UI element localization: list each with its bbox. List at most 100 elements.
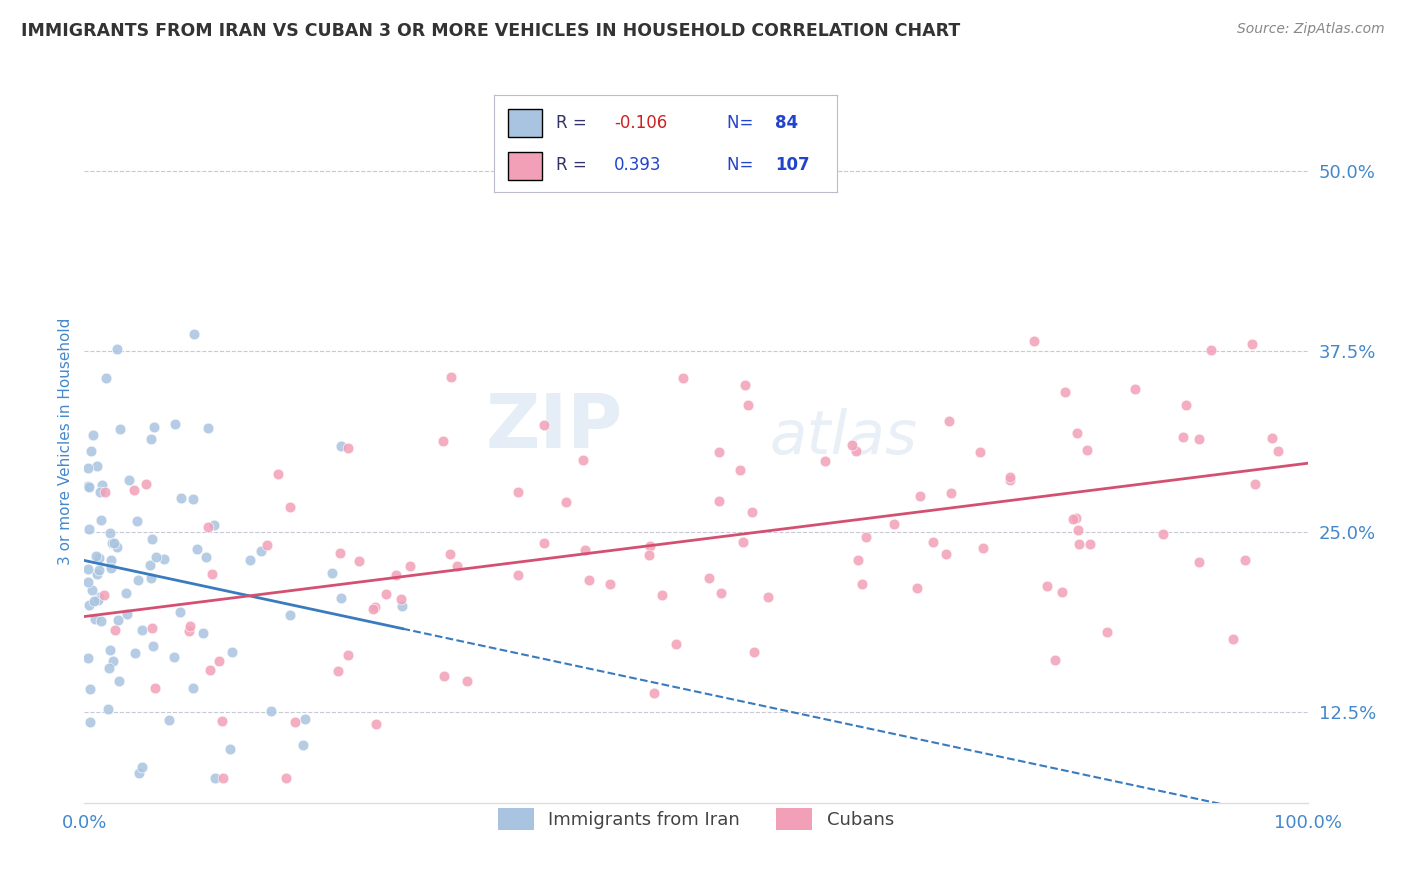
- Point: [506, 568, 529, 582]
- Point: [153, 552, 176, 566]
- Point: [364, 716, 387, 731]
- Legend: Immigrants from Iran, Cubans: Immigrants from Iran, Cubans: [491, 801, 901, 837]
- Point: [1171, 429, 1194, 443]
- Point: [1067, 537, 1090, 551]
- Point: [440, 369, 463, 384]
- Point: [1199, 343, 1222, 357]
- Point: [104, 623, 127, 637]
- Point: [212, 771, 235, 785]
- Point: [1078, 537, 1101, 551]
- Point: [638, 549, 661, 563]
- Point: [741, 505, 763, 519]
- Point: [98, 643, 121, 657]
- Point: [432, 434, 454, 448]
- Point: [337, 648, 360, 662]
- Text: Source: ZipAtlas.com: Source: ZipAtlas.com: [1237, 22, 1385, 37]
- Point: [100, 561, 122, 575]
- Point: [115, 607, 138, 621]
- Point: [181, 492, 204, 507]
- Point: [1241, 336, 1264, 351]
- Point: [433, 669, 456, 683]
- Point: [204, 771, 226, 785]
- Point: [193, 626, 215, 640]
- Point: [97, 661, 120, 675]
- Point: [1050, 585, 1073, 599]
- Point: [163, 650, 186, 665]
- Point: [533, 417, 555, 432]
- Point: [84, 549, 107, 564]
- Point: [969, 445, 991, 459]
- Point: [145, 550, 167, 565]
- Point: [456, 673, 478, 688]
- Point: [1234, 553, 1257, 567]
- Text: IMMIGRANTS FROM IRAN VS CUBAN 3 OR MORE VEHICLES IN HOUSEHOLD CORRELATION CHART: IMMIGRANTS FROM IRAN VS CUBAN 3 OR MORE …: [21, 22, 960, 40]
- Point: [446, 558, 468, 573]
- Point: [135, 477, 157, 491]
- Point: [1076, 442, 1098, 457]
- Point: [105, 540, 128, 554]
- Point: [198, 664, 221, 678]
- Point: [90, 614, 112, 628]
- Point: [389, 591, 412, 606]
- Point: [96, 371, 118, 385]
- Y-axis label: 3 or more Vehicles in Household: 3 or more Vehicles in Household: [58, 318, 73, 566]
- Point: [82, 427, 104, 442]
- Point: [1053, 384, 1076, 399]
- Point: [170, 491, 193, 505]
- Point: [1188, 433, 1211, 447]
- Point: [935, 547, 957, 561]
- Point: [100, 536, 122, 550]
- Point: [86, 458, 108, 473]
- Text: atlas: atlas: [769, 409, 917, 467]
- Point: [554, 495, 576, 509]
- Point: [883, 517, 905, 532]
- Point: [221, 645, 243, 659]
- Point: [276, 771, 298, 785]
- Point: [855, 530, 877, 544]
- Point: [260, 704, 283, 718]
- Point: [127, 514, 149, 528]
- Point: [361, 602, 384, 616]
- Point: [737, 398, 759, 412]
- Point: [1067, 524, 1090, 538]
- Point: [841, 437, 863, 451]
- Point: [256, 538, 278, 552]
- Point: [83, 593, 105, 607]
- Point: [374, 587, 396, 601]
- Point: [100, 552, 122, 566]
- Point: [89, 484, 111, 499]
- Point: [80, 444, 103, 458]
- Point: [1123, 382, 1146, 396]
- Point: [105, 343, 128, 357]
- Point: [139, 558, 162, 572]
- Point: [103, 654, 125, 668]
- Point: [941, 485, 963, 500]
- Point: [77, 562, 100, 576]
- Point: [77, 480, 100, 494]
- Point: [321, 566, 343, 580]
- Point: [744, 645, 766, 659]
- Point: [84, 612, 107, 626]
- Point: [211, 714, 233, 729]
- Point: [349, 554, 371, 568]
- Point: [1066, 426, 1088, 441]
- Point: [267, 467, 290, 481]
- Text: ZIP: ZIP: [485, 391, 623, 464]
- Point: [239, 552, 262, 566]
- Point: [908, 489, 931, 503]
- Point: [710, 586, 733, 600]
- Point: [179, 619, 201, 633]
- Point: [89, 563, 111, 577]
- Point: [1024, 334, 1046, 348]
- Point: [697, 570, 720, 584]
- Point: [141, 571, 163, 585]
- Point: [124, 646, 146, 660]
- Point: [77, 479, 100, 493]
- Point: [118, 473, 141, 487]
- Point: [197, 520, 219, 534]
- Point: [194, 549, 217, 564]
- Point: [734, 377, 756, 392]
- Point: [90, 513, 112, 527]
- Point: [79, 682, 101, 697]
- Point: [131, 759, 153, 773]
